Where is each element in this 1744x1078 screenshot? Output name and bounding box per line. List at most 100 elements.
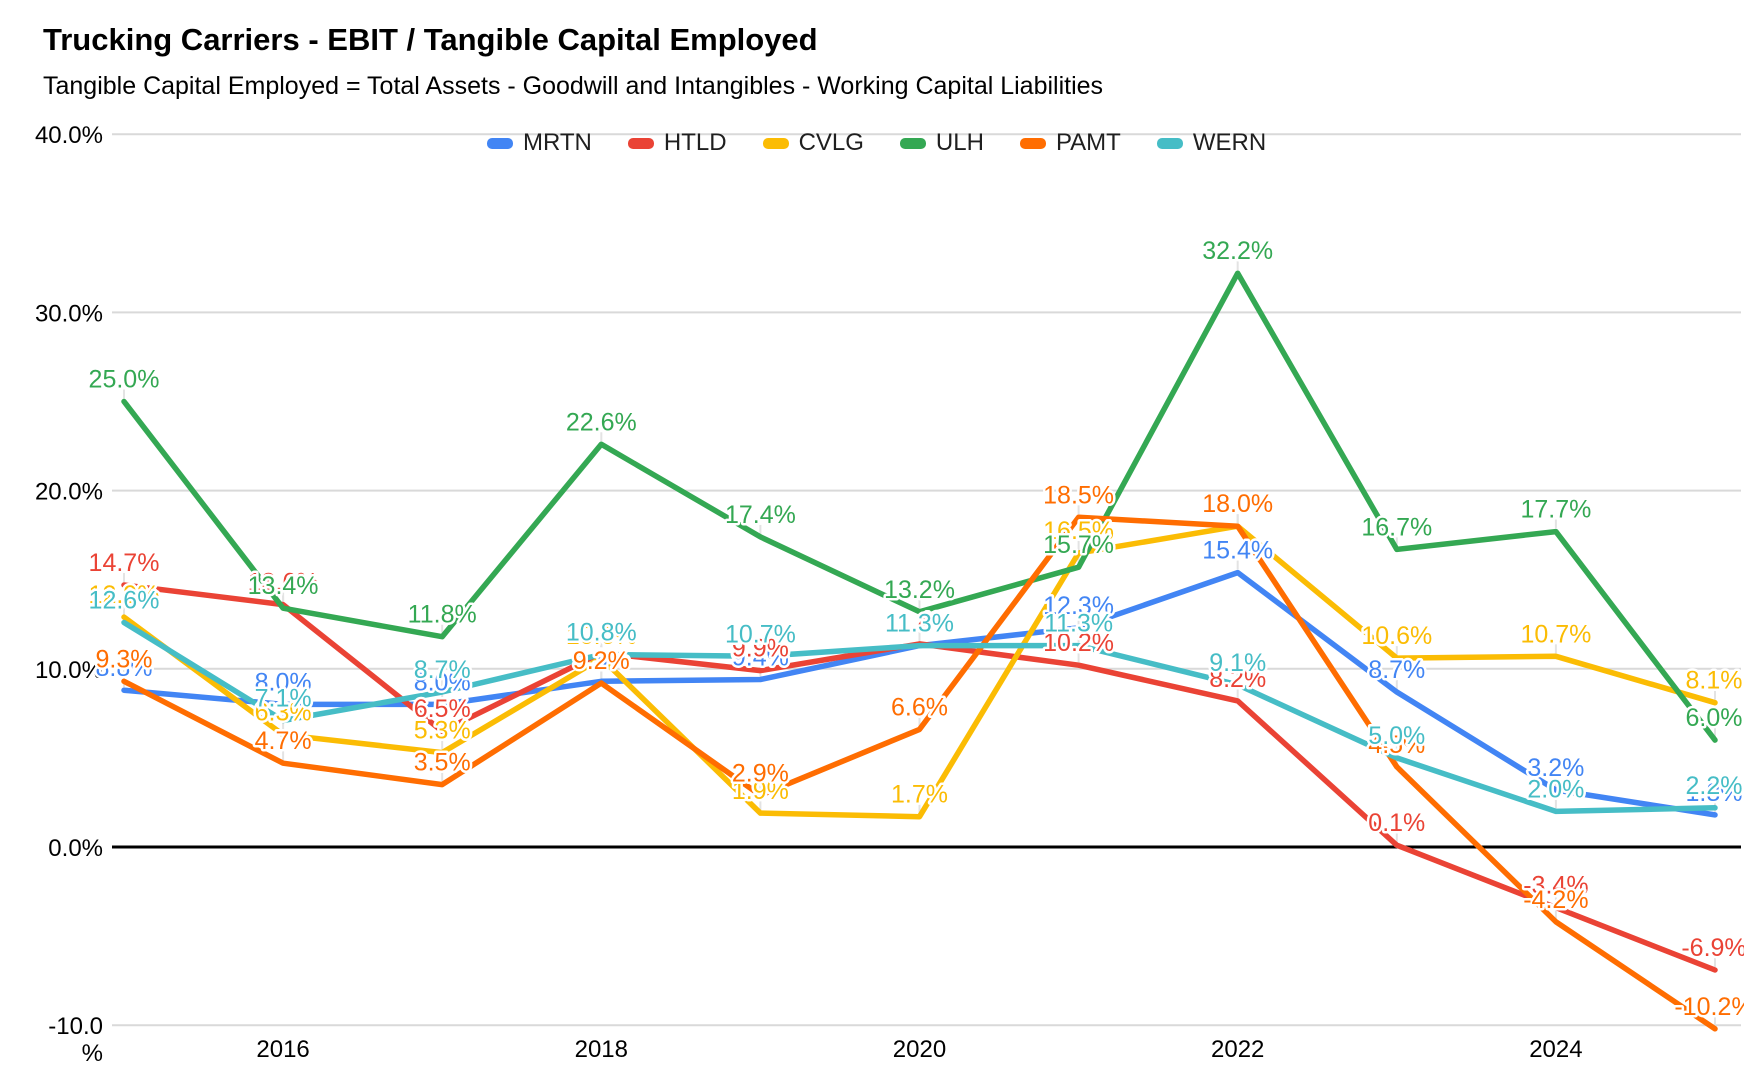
data-label-pamt: 9.3% [96, 645, 153, 673]
data-label-cvlg: 12.9% [89, 581, 160, 609]
series-line-htld [121, 582, 1718, 973]
data-label-ulh: 32.2% [1202, 237, 1273, 265]
data-label-cvlg: 6.3% [255, 699, 312, 727]
data-label-wern: 12.6% [89, 586, 160, 614]
y-axis-tick: 40.0% [35, 122, 103, 149]
data-label-cvlg: 1.7% [891, 781, 948, 809]
data-label-cvlg: 10.6% [566, 622, 637, 650]
data-label-htld: -3.4% [1523, 872, 1588, 900]
legend-item-wern[interactable]: WERN [1156, 129, 1267, 157]
data-label-mrtn: 15.4% [1202, 537, 1273, 565]
x-axis-tick: 2022 [1211, 1036, 1264, 1063]
chart-legend: MRTN HTLD CVLG ULH PAMT WERN [487, 129, 1266, 157]
data-label-ulh: 17.4% [725, 501, 796, 529]
y-axis-tick: -10.0 [48, 1013, 103, 1040]
data-label-cvlg: 16.5% [1043, 517, 1114, 545]
data-label-pamt: 18.5% [1043, 481, 1114, 509]
legend-swatch-icon [1019, 137, 1046, 149]
x-axis-tick: 2016 [256, 1036, 309, 1063]
legend-swatch-icon [487, 137, 513, 149]
x-axis-tick: 2018 [575, 1036, 628, 1063]
series-line-ulh [121, 270, 1718, 743]
x-axis-tick: 2024 [1529, 1036, 1582, 1063]
legend-item-cvlg[interactable]: CVLG [762, 129, 864, 157]
legend-swatch-icon [1156, 137, 1183, 149]
data-label-mrtn: 1.8% [1686, 779, 1743, 807]
y-axis-tick: 30.0% [35, 300, 103, 327]
data-label-ulh: 17.7% [1520, 496, 1591, 524]
data-label-wern: 9.1% [1209, 649, 1266, 677]
data-label-ulh: 11.8% [408, 601, 477, 629]
data-label-htld: -6.9% [1681, 934, 1744, 962]
data-label-mrtn: 9.3% [573, 645, 630, 673]
y-axis-tick: 10.0% [35, 657, 103, 684]
data-label-wern: 7.1% [255, 684, 312, 712]
legend-item-mrtn[interactable]: MRTN [487, 129, 592, 157]
data-label-ulh: 25.0% [89, 366, 160, 394]
legend-swatch-icon [627, 137, 654, 149]
data-label-cvlg: 1.9% [732, 777, 789, 805]
data-label-ulh: 22.6% [566, 408, 637, 436]
data-label-wern: 8.7% [414, 656, 471, 684]
y-axis-tick-unit: % [82, 1040, 103, 1067]
legend-item-ulh[interactable]: ULH [899, 129, 984, 157]
data-label-htld: 8.2% [1209, 665, 1266, 693]
legend-swatch-icon [899, 137, 926, 149]
legend-item-pamt[interactable]: PAMT [1019, 129, 1121, 157]
data-label-mrtn: 12.3% [1043, 592, 1114, 620]
legend-label: HTLD [663, 129, 727, 156]
data-label-wern: 10.8% [566, 619, 637, 647]
data-label-wern: 11.3% [885, 610, 954, 638]
data-label-htld: 14.7% [89, 549, 160, 577]
chart-title: Trucking Carriers - EBIT / Tangible Capi… [43, 22, 818, 57]
data-label-htld: 10.9% [566, 617, 637, 645]
data-label-pamt: 6.6% [891, 693, 948, 721]
data-label-pamt: 18.0% [1202, 490, 1273, 518]
chart-subtitle: Tangible Capital Employed = Total Assets… [43, 72, 1104, 100]
data-label-ulh: 15.7% [1043, 531, 1114, 559]
legend-item-htld[interactable]: HTLD [627, 129, 727, 157]
legend-swatch-icon [762, 137, 789, 149]
data-label-cvlg: 18.0% [1202, 490, 1273, 518]
data-label-ulh: 13.4% [248, 572, 319, 600]
data-label-ulh: 13.2% [884, 576, 955, 604]
data-label-htld: 13.6% [248, 569, 319, 597]
data-label-wern: 5.0% [1368, 722, 1425, 750]
data-label-cvlg: 10.6% [1361, 622, 1432, 650]
data-label-pamt: 9.2% [573, 647, 630, 675]
data-label-wern: 11.3% [1044, 610, 1113, 638]
y-axis-tick: 0.0% [48, 835, 103, 862]
data-label-pamt: 4.5% [1368, 731, 1425, 759]
legend-label: PAMT [1055, 129, 1121, 156]
data-label-htld: 0.1% [1368, 809, 1425, 837]
x-axis-tick: 2020 [893, 1036, 946, 1063]
legend-label: ULH [935, 129, 984, 156]
data-label-ulh: 6.0% [1686, 704, 1743, 732]
data-label-wern: 2.2% [1686, 772, 1743, 800]
data-label-ulh: 16.7% [1361, 513, 1432, 541]
data-label-pamt: -10.2% [1674, 993, 1744, 1021]
data-label-pamt: 3.5% [414, 749, 471, 777]
data-label-pamt: -4.2% [1523, 886, 1588, 914]
data-label-cvlg: 8.1% [1686, 667, 1743, 695]
data-label-pamt: 4.7% [255, 727, 312, 755]
series-line-cvlg [121, 523, 1718, 820]
legend-label: WERN [1192, 129, 1267, 156]
data-label-mrtn: 8.0% [255, 668, 312, 696]
series-line-pamt [121, 514, 1718, 1032]
data-label-mrtn: 8.8% [96, 654, 153, 682]
data-label-mrtn: 8.0% [414, 668, 471, 696]
data-label-mrtn: 3.2% [1527, 754, 1584, 782]
legend-label: CVLG [798, 129, 864, 156]
data-label-pamt: 2.9% [732, 759, 789, 787]
data-label-cvlg: 5.3% [414, 717, 471, 745]
data-label-wern: 10.7% [725, 620, 796, 648]
data-label-mrtn: 8.7% [1368, 656, 1425, 684]
legend-label: MRTN [523, 129, 592, 156]
data-label-htld: 11.4% [885, 608, 954, 636]
data-label-wern: 2.0% [1527, 775, 1584, 803]
data-label-mrtn: 11.3% [885, 610, 954, 638]
data-label-cvlg: 10.7% [1520, 620, 1591, 648]
